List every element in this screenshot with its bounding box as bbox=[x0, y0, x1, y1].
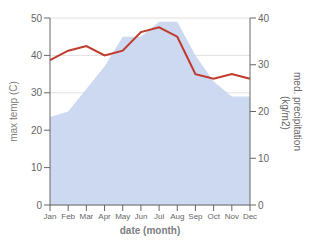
svg-text:max temp (C): max temp (C) bbox=[8, 81, 19, 142]
svg-text:May: May bbox=[115, 212, 130, 221]
svg-text:0: 0 bbox=[258, 200, 264, 211]
svg-text:40: 40 bbox=[258, 13, 270, 24]
svg-text:Mar: Mar bbox=[79, 212, 93, 221]
svg-text:Feb: Feb bbox=[61, 212, 75, 221]
svg-text:0: 0 bbox=[36, 200, 42, 211]
svg-text:20: 20 bbox=[31, 125, 43, 136]
svg-text:30: 30 bbox=[31, 87, 43, 98]
svg-text:30: 30 bbox=[258, 59, 270, 70]
svg-text:Apr: Apr bbox=[98, 212, 111, 221]
svg-text:Jul: Jul bbox=[154, 212, 164, 221]
svg-text:10: 10 bbox=[31, 162, 43, 173]
svg-text:50: 50 bbox=[31, 13, 43, 24]
svg-text:10: 10 bbox=[258, 153, 270, 164]
svg-text:Jan: Jan bbox=[44, 212, 57, 221]
svg-text:40: 40 bbox=[31, 50, 43, 61]
svg-text:Sep: Sep bbox=[188, 212, 203, 221]
svg-text:date (month): date (month) bbox=[120, 225, 181, 236]
svg-text:med. precipitation (kg/m2): med. precipitation (kg/m2) bbox=[280, 72, 303, 151]
svg-text:Oct: Oct bbox=[207, 212, 220, 221]
svg-text:20: 20 bbox=[258, 106, 270, 117]
svg-text:Dec: Dec bbox=[243, 212, 257, 221]
svg-text:Aug: Aug bbox=[170, 212, 184, 221]
svg-text:Nov: Nov bbox=[225, 212, 239, 221]
svg-text:Jun: Jun bbox=[134, 212, 147, 221]
